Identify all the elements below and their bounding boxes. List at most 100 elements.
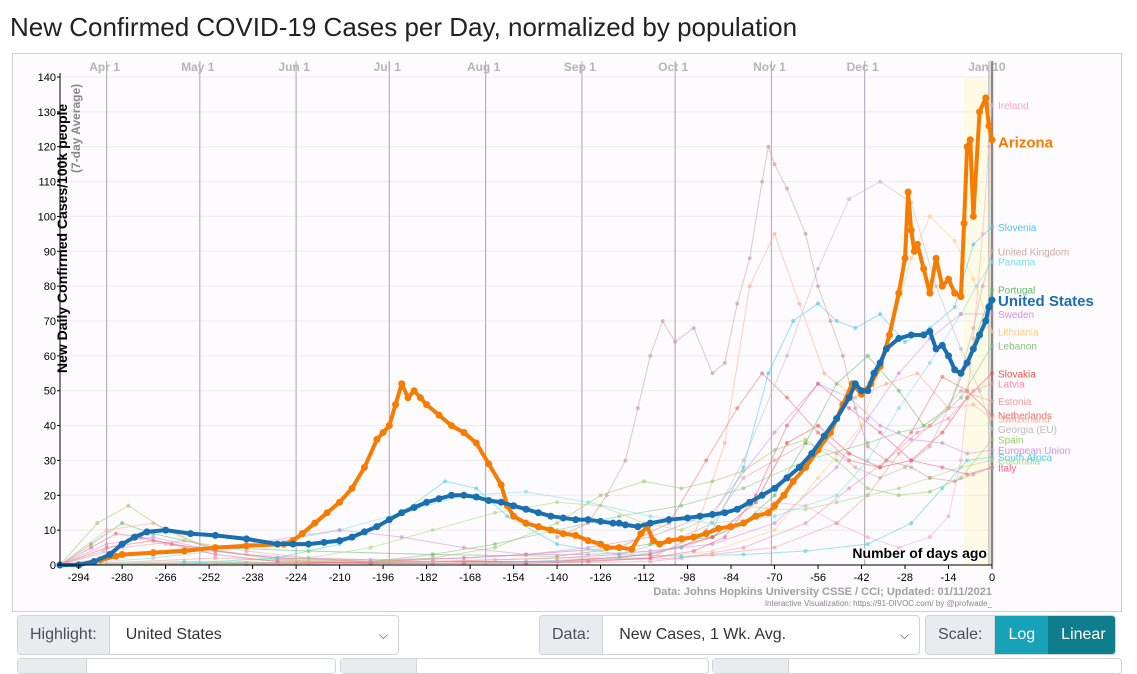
- series-point-netherlands: [878, 465, 883, 470]
- series-point-united-states: [162, 526, 170, 534]
- series-point-ireland: [958, 458, 963, 463]
- secondary-control-1[interactable]: [17, 658, 336, 674]
- series-point-arizona: [410, 387, 418, 395]
- series-point-south-africa: [679, 554, 684, 559]
- series-point-united-states: [733, 505, 741, 513]
- series-point-arizona: [615, 544, 623, 552]
- series-point-arizona: [907, 226, 915, 234]
- series-label-european-union: European Union: [998, 446, 1070, 457]
- series-point-united-states: [510, 502, 518, 510]
- series-point-latvia: [946, 416, 951, 421]
- series-point-arizona: [901, 254, 909, 262]
- series-point-arizona: [336, 498, 344, 506]
- series-point-lebanon: [990, 343, 994, 348]
- series-point-panama: [151, 556, 156, 561]
- series-point-spike: [772, 162, 777, 167]
- series-point-arizona: [242, 542, 250, 550]
- scale-log-button[interactable]: Log: [995, 616, 1049, 654]
- series-point-panama: [990, 259, 994, 264]
- series-point-portugal: [865, 353, 870, 358]
- series-point-arizona: [926, 289, 934, 297]
- series-point-united-states: [615, 519, 623, 527]
- series-point-south-africa: [990, 454, 994, 459]
- series-point-arizona: [547, 526, 555, 534]
- series-point-arizona: [603, 544, 611, 552]
- series-point-arizona: [966, 136, 974, 144]
- series-point-united-states: [143, 528, 151, 536]
- series-label-slovakia: Slovakia: [998, 369, 1036, 380]
- series-point-panama: [896, 406, 901, 411]
- series-point-arizona: [497, 481, 505, 489]
- series-point-georgia-eu: [244, 562, 249, 567]
- series-point-estonia: [927, 423, 932, 428]
- x-tick-label: -224: [285, 572, 307, 584]
- series-point-arizona: [802, 463, 810, 471]
- series-point-colombia: [430, 528, 435, 533]
- scale-linear-button[interactable]: Linear: [1048, 616, 1115, 654]
- y-axis-label: New Daily Confirmed Cases/100k people: [54, 104, 70, 373]
- series-point-united-states: [497, 498, 505, 506]
- series-point-italy: [940, 465, 945, 470]
- series-point-ireland: [927, 535, 932, 540]
- series-point-portugal: [803, 441, 808, 445]
- series-point-arizona: [628, 545, 636, 553]
- series-point-colombia: [958, 465, 963, 470]
- series-point-united-states: [106, 551, 114, 559]
- series-label-colombia: Colombia: [998, 456, 1041, 467]
- series-point-arizona: [447, 422, 455, 430]
- visualization-credit: Interactive Visualization: https://91-DI…: [765, 599, 993, 608]
- series-point-spike: [803, 231, 808, 236]
- series-label-italy: Italy: [998, 463, 1016, 474]
- x-tick-label: -280: [111, 572, 133, 584]
- series-point-arizona: [211, 544, 219, 552]
- series-point-arizona: [982, 94, 990, 102]
- series-point-spike: [691, 325, 696, 330]
- series-point-united-states: [985, 303, 993, 311]
- x-tick-label: -70: [767, 572, 783, 584]
- series-point-european-union: [368, 557, 373, 562]
- series-point-south-africa: [803, 549, 808, 554]
- series-point-european-union: [772, 430, 777, 435]
- series-point-united-kingdom: [853, 465, 858, 470]
- y-tick-label: 120: [38, 142, 56, 154]
- series-point-united-states: [646, 519, 654, 527]
- series-point-arizona: [904, 188, 912, 196]
- series-point-arizona: [951, 289, 959, 297]
- series-point-united-states: [771, 484, 779, 492]
- series-point-lithuania: [990, 329, 994, 334]
- series-point-united-kingdom: [244, 549, 249, 554]
- series-point-estonia: [834, 521, 839, 526]
- series-point-slovakia: [847, 451, 852, 456]
- series-point-arizona: [985, 122, 993, 130]
- series-point-united-states: [118, 540, 126, 548]
- series-point-arizona: [649, 537, 657, 545]
- series-point-spike: [555, 535, 560, 540]
- secondary-control-3[interactable]: [712, 658, 1122, 674]
- series-point-lithuania: [909, 256, 914, 261]
- series-point-united-states: [398, 509, 406, 517]
- series-point-spike: [840, 353, 845, 358]
- highlight-select[interactable]: United States ⌵: [110, 616, 398, 654]
- secondary-control-2[interactable]: [340, 658, 709, 674]
- series-point-arizona: [149, 549, 157, 557]
- series-point-panama: [586, 500, 591, 505]
- data-select[interactable]: New Cases, 1 Wk. Avg. ⌵: [603, 616, 919, 654]
- series-point-netherlands: [760, 371, 765, 376]
- series-point-sweden: [958, 312, 963, 317]
- series-label-arizona: Arizona: [998, 135, 1054, 152]
- series-point-slovakia: [816, 423, 821, 428]
- series-point-netherlands: [909, 430, 914, 435]
- series-point-arizona: [385, 422, 393, 430]
- series-point-european-union: [461, 556, 466, 561]
- series-point-slovakia: [784, 441, 789, 445]
- series-point-lithuania: [772, 528, 777, 533]
- series-point-united-kingdom: [980, 284, 985, 289]
- series-point-united-states: [423, 498, 431, 506]
- series-point-arizona: [715, 524, 723, 532]
- series-point-arizona: [423, 401, 431, 409]
- series-point-south-africa: [865, 542, 870, 547]
- series-point-arizona: [637, 530, 645, 538]
- series-point-spain: [990, 437, 994, 442]
- series-point-european-union: [586, 545, 591, 550]
- series-point-european-union: [990, 447, 994, 452]
